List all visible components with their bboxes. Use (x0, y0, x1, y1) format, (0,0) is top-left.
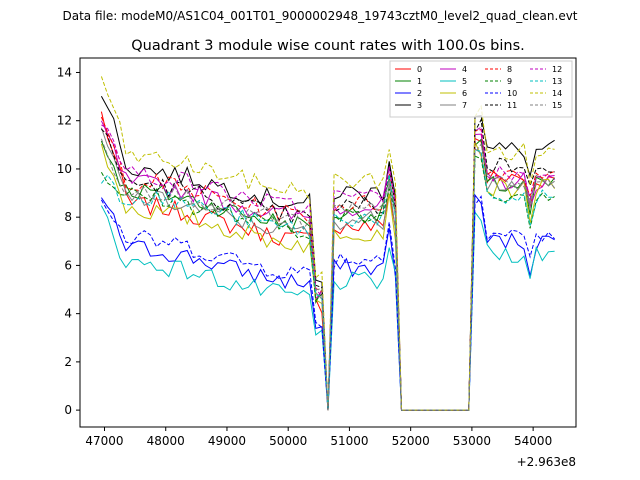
chart-title: Quadrant 3 module wise count rates with … (131, 38, 525, 54)
y-tick-label: 4 (64, 307, 72, 321)
legend-label-8: 8 (507, 65, 512, 74)
y-tick-label: 6 (64, 258, 72, 272)
y-tick-label: 14 (57, 65, 72, 79)
legend-label-2: 2 (417, 89, 422, 98)
legend-label-7: 7 (462, 101, 467, 110)
axes-frame (79, 57, 577, 428)
legend-label-1: 1 (417, 77, 422, 86)
legend-label-11: 11 (507, 101, 517, 110)
x-tick-label: 48000 (147, 434, 185, 448)
legend-label-13: 13 (552, 77, 562, 86)
x-tick-label: 47000 (85, 434, 123, 448)
plot-area (79, 57, 577, 428)
x-tick-label: 49000 (208, 434, 246, 448)
legend-label-4: 4 (462, 65, 467, 74)
y-tick-label: 8 (64, 210, 72, 224)
legend-label-12: 12 (552, 65, 562, 74)
legend-label-15: 15 (552, 101, 562, 110)
y-tick-label: 12 (57, 114, 72, 128)
y-tick-label: 2 (64, 355, 72, 369)
x-axis: 47000 48000 49000 50000 51000 52000 53000 54000 (85, 427, 552, 448)
x-tick-label: 53000 (453, 434, 491, 448)
legend-label-10: 10 (507, 89, 517, 98)
y-axis: 0 2 4 6 8 10 12 14 (57, 65, 80, 417)
x-tick-label: 52000 (392, 434, 430, 448)
legend-label-6: 6 (462, 89, 467, 98)
y-tick-label: 0 (64, 403, 72, 417)
series-line-13 (101, 149, 555, 411)
figure-suptitle: Data file: modeM0/AS1C04_001T01_90000029… (62, 9, 577, 23)
legend-label-9: 9 (507, 77, 512, 86)
legend-frame (389, 60, 573, 118)
y-tick-label: 10 (57, 162, 72, 176)
x-axis-offset-label: +2.963e8 (517, 455, 576, 469)
x-tick-label: 54000 (514, 434, 552, 448)
legend-label-0: 0 (417, 65, 422, 74)
series-line-12 (101, 124, 555, 411)
legend-label-3: 3 (417, 101, 422, 110)
x-tick-label: 51000 (330, 434, 368, 448)
series-line-15 (100, 138, 555, 411)
series-layer (100, 76, 556, 411)
legend-label-5: 5 (462, 77, 467, 86)
legend-label-14: 14 (552, 89, 562, 98)
x-tick-label: 50000 (269, 434, 307, 448)
